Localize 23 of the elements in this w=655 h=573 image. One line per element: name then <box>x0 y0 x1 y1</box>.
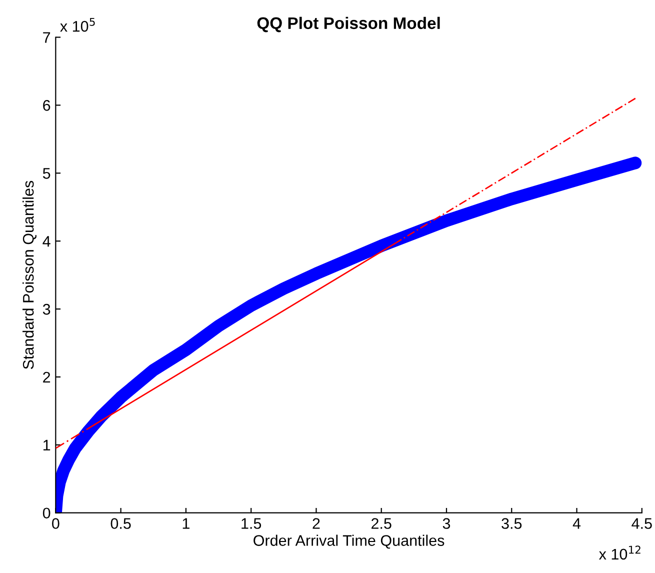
x-tick-label: 2 <box>312 518 320 529</box>
x-tick-label: 1 <box>182 518 190 529</box>
text: x 10$^{5}$ <box>60 18 95 32</box>
x-tick-label: 0.5 <box>110 518 131 529</box>
x-tick-label: 0 <box>52 518 60 529</box>
y-tick-label: 0 <box>42 508 50 519</box>
x-tick-label: 4 <box>572 518 581 529</box>
x-axis-title: Order Arrival Time Quantiles <box>254 534 444 549</box>
y-tick-label: 7 <box>43 32 50 43</box>
x-tick-label: 3 <box>442 518 450 529</box>
x-tick-label: 3.5 <box>502 518 522 529</box>
y-tick-label: 1 <box>43 440 50 450</box>
y-axis-title: Standard Poisson Quantiles <box>22 180 36 370</box>
text: x 10$^{12}$ <box>598 546 640 560</box>
y-tick-label: 6 <box>43 100 50 111</box>
y-tick-label: 5 <box>42 168 50 179</box>
x-tick-label: 1.5 <box>242 518 262 529</box>
y-tick-label: 3 <box>42 304 50 315</box>
y-tick-label: 2 <box>43 372 50 382</box>
chart-title: QQ Plot Poisson Model <box>257 16 440 32</box>
x-tick-label: 2.5 <box>372 518 392 529</box>
y-tick-label: 4 <box>42 236 50 247</box>
x-tick-label: 4.5 <box>632 518 652 529</box>
